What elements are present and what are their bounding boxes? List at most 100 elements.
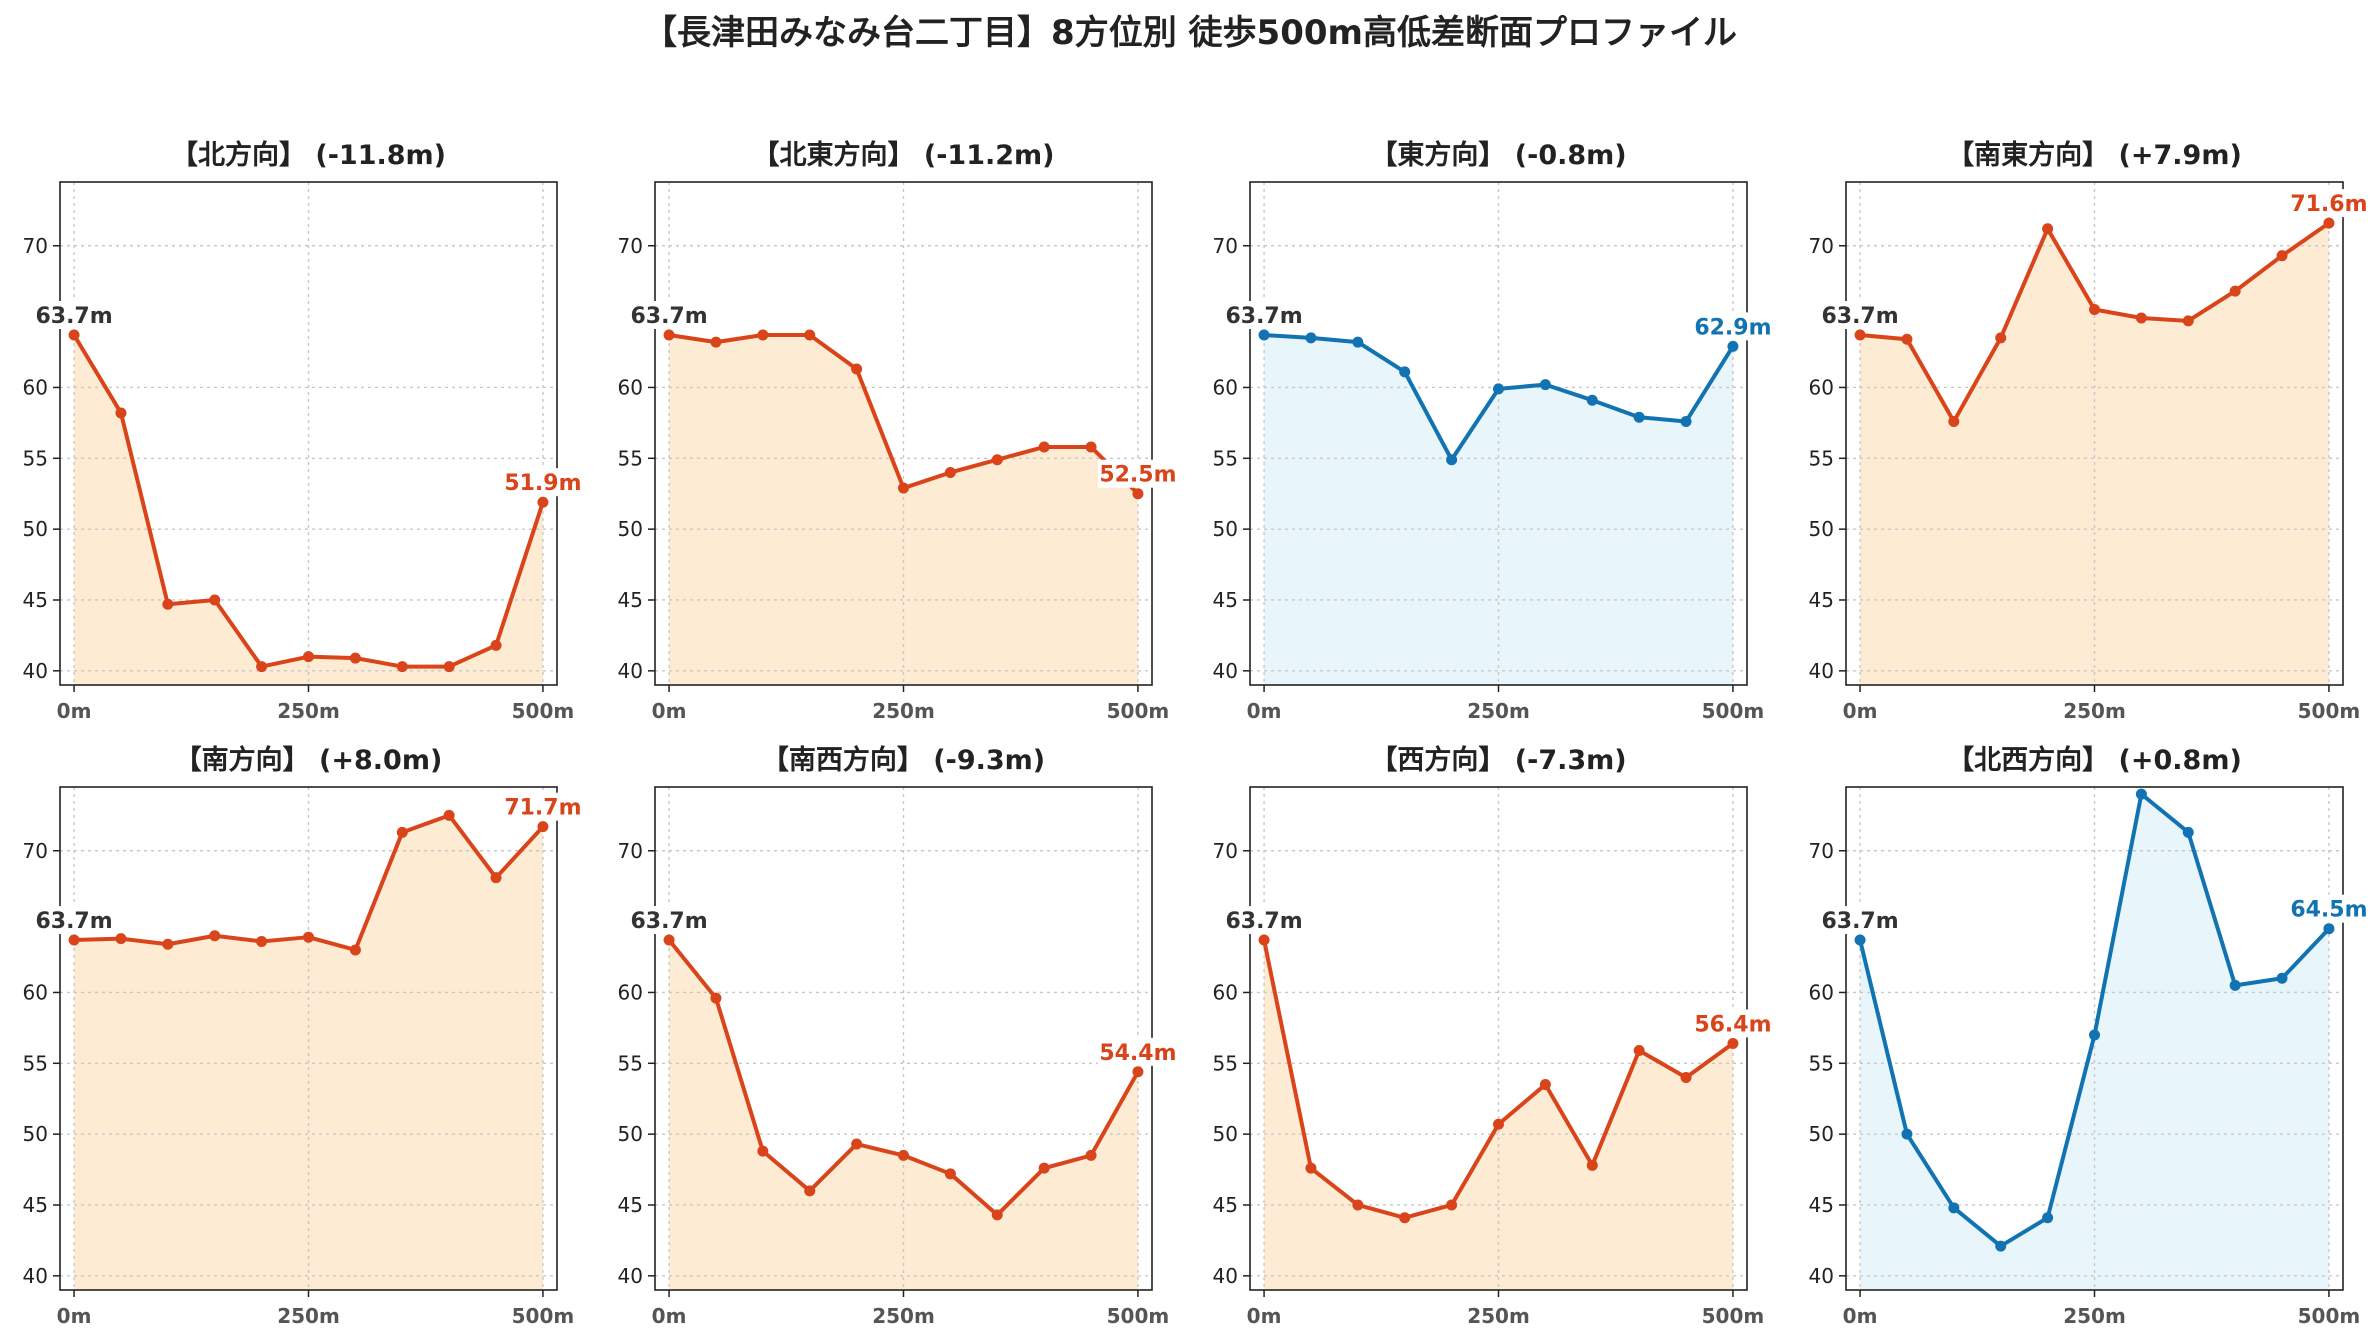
data-point (303, 931, 314, 943)
x-tick-label: 250m (872, 1304, 935, 1328)
x-tick-label: 0m (1247, 1304, 1282, 1328)
start-label-box (631, 301, 708, 330)
panel-3: 【東方向】 (-0.8m) 40 45 50 55 60 70 0m 250m 500m 63.7m… (1213, 139, 1773, 723)
y-tick-label: 55 (23, 1051, 48, 1075)
y-tick-label: 40 (618, 659, 643, 683)
data-point (663, 329, 675, 341)
data-point (2182, 315, 2194, 327)
data-point (1085, 441, 1097, 453)
data-point (2229, 979, 2241, 991)
area-fill (669, 335, 1138, 685)
y-tick-label: 55 (1213, 446, 1238, 470)
data-point (1493, 383, 1504, 395)
y-tick-label: 40 (1213, 1264, 1238, 1288)
y-tick-label: 70 (618, 234, 643, 258)
x-tick-label: 500m (1107, 1304, 1170, 1328)
y-tick-label: 70 (618, 839, 643, 863)
end-label-box (2288, 189, 2369, 218)
panel-title: 【南西方向】 (-9.3m) (762, 744, 1045, 776)
data-point (2182, 826, 2194, 838)
y-tick-label: 45 (1213, 1193, 1238, 1217)
panel-title: 【東方向】 (-0.8m) (1370, 139, 1626, 171)
data-point (490, 639, 502, 651)
y-tick-label: 50 (618, 1122, 643, 1146)
data-point (944, 466, 956, 478)
data-point (1901, 333, 1913, 345)
data-point (1258, 934, 1270, 946)
data-point (1352, 1199, 1364, 1211)
data-point (2135, 312, 2147, 324)
x-tick-label: 500m (512, 1304, 575, 1328)
y-tick-label: 60 (1213, 980, 1238, 1004)
data-point (2276, 972, 2288, 984)
x-tick-label: 500m (1107, 699, 1170, 723)
data-point (443, 809, 455, 821)
y-tick-label: 60 (23, 375, 48, 399)
start-label: 63.7m (1821, 909, 1898, 934)
y-tick-label: 70 (23, 839, 48, 863)
y-tick-label: 40 (1809, 1264, 1834, 1288)
data-point (2323, 923, 2335, 935)
y-tick-label: 50 (23, 1122, 48, 1146)
data-point (1586, 394, 1598, 406)
x-tick-label: 0m (1843, 1304, 1878, 1328)
panel-title: 【北方向】 (-11.8m) (171, 139, 446, 171)
panel-6: 【南西方向】 (-9.3m) 40 45 50 55 60 70 0m 250m 500m 63.7… (618, 744, 1178, 1328)
data-point (490, 872, 502, 884)
data-point (1901, 1128, 1913, 1140)
y-tick-label: 45 (618, 588, 643, 612)
y-tick-label: 55 (618, 1051, 643, 1075)
data-point (710, 992, 722, 1004)
start-label: 63.7m (630, 909, 707, 934)
data-point (256, 935, 268, 947)
start-label-box (1822, 906, 1899, 935)
data-point (209, 594, 221, 606)
data-point (851, 1138, 863, 1150)
x-tick-label: 250m (2063, 699, 2126, 723)
start-label-box (36, 301, 113, 330)
data-point (1038, 1162, 1050, 1174)
panel-title: 【西方向】 (-7.3m) (1370, 744, 1626, 776)
data-point (162, 938, 174, 950)
data-point (2276, 250, 2288, 262)
data-point (1085, 1149, 1097, 1161)
data-point (1305, 332, 1317, 344)
data-point (1446, 1199, 1458, 1211)
data-point (2089, 304, 2100, 316)
x-tick-label: 0m (652, 699, 687, 723)
figure-title: 【長津田みなみ台二丁目】8方位別 徒歩500m高低差断面プロファイル (643, 13, 1737, 53)
data-point (2323, 217, 2335, 229)
y-tick-label: 50 (618, 517, 643, 541)
x-tick-label: 500m (2298, 699, 2361, 723)
y-tick-label: 60 (618, 980, 643, 1004)
data-point (1680, 1071, 1692, 1083)
start-label-box (1226, 906, 1303, 935)
x-tick-label: 0m (1843, 699, 1878, 723)
panel-title: 【北東方向】 (-11.2m) (752, 139, 1054, 171)
y-tick-label: 40 (618, 1264, 643, 1288)
data-point (804, 329, 816, 341)
end-label: 62.9m (1694, 315, 1771, 340)
data-point (537, 821, 549, 833)
data-point (68, 329, 80, 341)
start-label: 63.7m (35, 304, 112, 329)
panel-title: 【北西方向】 (+0.8m) (1947, 744, 2242, 776)
data-point (2135, 788, 2147, 800)
data-point (396, 826, 408, 838)
y-tick-label: 40 (1213, 659, 1238, 683)
panel-title: 【南方向】 (+8.0m) (175, 744, 443, 776)
y-tick-label: 45 (23, 1193, 48, 1217)
data-point (1305, 1162, 1317, 1174)
end-label-box (502, 792, 583, 821)
area-fill (669, 940, 1138, 1290)
x-tick-label: 500m (2298, 1304, 2361, 1328)
y-tick-label: 45 (23, 588, 48, 612)
x-tick-label: 0m (1247, 699, 1282, 723)
data-point (804, 1185, 816, 1197)
y-tick-label: 60 (1213, 375, 1238, 399)
y-tick-label: 70 (1809, 839, 1834, 863)
area-fill (1264, 940, 1733, 1290)
y-tick-label: 45 (618, 1193, 643, 1217)
y-tick-label: 50 (1809, 517, 1834, 541)
